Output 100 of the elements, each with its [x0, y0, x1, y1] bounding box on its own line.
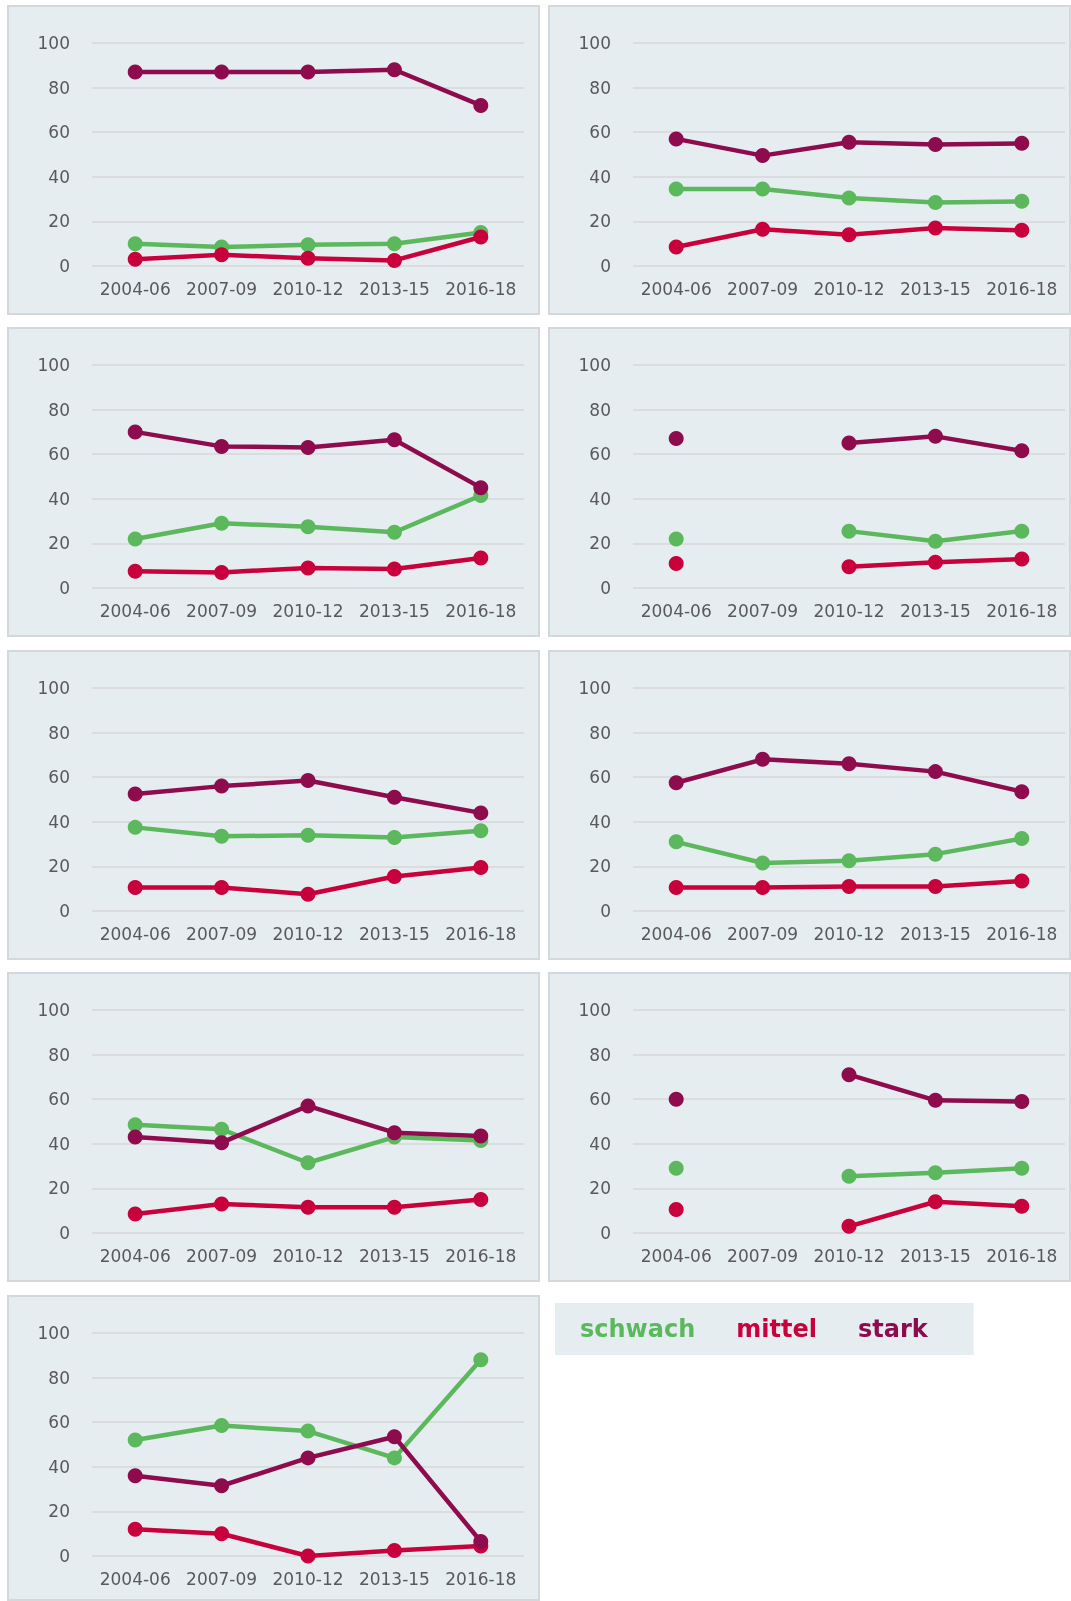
- point: [1014, 551, 1030, 567]
- point: [386, 62, 402, 78]
- point: [841, 523, 857, 539]
- point: [755, 148, 771, 164]
- x-tick-label: 2010-12: [813, 1245, 885, 1266]
- point: [386, 1450, 402, 1466]
- point: [927, 878, 943, 894]
- y-tick-label: 20: [48, 1501, 70, 1522]
- x-tick-label: 2010-12: [272, 278, 344, 299]
- x-tick-label: 2013-15: [358, 600, 430, 621]
- y-tick-label: 40: [48, 811, 70, 832]
- x-tick-label: 2004-06: [640, 278, 712, 299]
- x-tick-label: 2013-15: [358, 923, 430, 944]
- point: [127, 880, 143, 896]
- point: [386, 1429, 402, 1445]
- y-tick-label: 0: [600, 256, 611, 276]
- point: [668, 775, 684, 791]
- point: [927, 428, 943, 444]
- y-tick-label: 80: [48, 1044, 70, 1065]
- x-tick-label: 2016-18: [986, 600, 1058, 621]
- point: [127, 563, 143, 579]
- y-tick-label: 20: [589, 211, 611, 232]
- y-tick-label: 60: [589, 767, 611, 788]
- y-tick-label: 100: [578, 678, 611, 698]
- point: [386, 432, 402, 448]
- y-tick-label: 20: [589, 533, 611, 554]
- x-tick-label: 2004-06: [640, 923, 712, 944]
- y-tick-label: 0: [59, 256, 70, 276]
- point: [214, 564, 230, 580]
- point: [668, 555, 684, 571]
- point: [755, 855, 771, 871]
- point: [841, 559, 857, 575]
- point: [1014, 443, 1030, 459]
- x-tick-label: 2016-18: [986, 1245, 1058, 1266]
- y-tick-label: 60: [589, 122, 611, 143]
- point: [668, 431, 684, 447]
- y-tick-label: 80: [48, 722, 70, 743]
- x-tick-label: 2004-06: [99, 923, 171, 944]
- point: [1014, 831, 1030, 847]
- point: [300, 886, 316, 902]
- point: [300, 560, 316, 576]
- y-tick-label: 40: [48, 488, 70, 509]
- point: [473, 860, 489, 876]
- point: [841, 435, 857, 451]
- y-tick-label: 40: [48, 1133, 70, 1154]
- x-tick-label: 2007-09: [186, 1568, 258, 1589]
- point: [300, 1548, 316, 1564]
- point: [841, 1218, 857, 1234]
- x-tick-label: 2013-15: [358, 1568, 430, 1589]
- y-tick-label: 80: [589, 1044, 611, 1065]
- point: [1014, 193, 1030, 209]
- y-tick-label: 0: [59, 1223, 70, 1243]
- y-tick-label: 60: [48, 444, 70, 465]
- x-tick-label: 2004-06: [640, 600, 712, 621]
- y-tick-label: 100: [37, 678, 70, 698]
- point: [214, 778, 230, 794]
- point: [127, 786, 143, 802]
- x-tick-label: 2016-18: [445, 1245, 517, 1266]
- point: [214, 1526, 230, 1542]
- point: [214, 880, 230, 896]
- point: [668, 880, 684, 896]
- point: [1014, 1093, 1030, 1109]
- y-tick-label: 60: [589, 1089, 611, 1110]
- x-tick-label: 2013-15: [899, 600, 971, 621]
- point: [214, 1478, 230, 1494]
- point: [214, 438, 230, 454]
- y-tick-label: 0: [59, 1546, 70, 1566]
- point: [841, 227, 857, 243]
- point: [300, 1450, 316, 1466]
- point: [668, 1202, 684, 1218]
- y-tick-label: 40: [589, 811, 611, 832]
- point: [127, 1206, 143, 1222]
- point: [473, 97, 489, 113]
- x-tick-label: 2010-12: [272, 1568, 344, 1589]
- y-tick-label: 0: [59, 578, 70, 598]
- x-tick-label: 2004-06: [640, 1245, 712, 1266]
- y-tick-label: 0: [59, 901, 70, 921]
- point: [927, 554, 943, 570]
- point: [755, 221, 771, 237]
- point: [127, 1468, 143, 1484]
- text: schwach: [580, 1315, 696, 1343]
- text: mittel: [736, 1315, 817, 1343]
- x-tick-label: 2016-18: [445, 923, 517, 944]
- point: [841, 134, 857, 150]
- x-tick-label: 2007-09: [727, 278, 799, 299]
- point: [1014, 523, 1030, 539]
- point: [841, 1168, 857, 1184]
- x-tick-label: 2016-18: [986, 278, 1058, 299]
- point: [927, 764, 943, 780]
- point: [127, 1521, 143, 1537]
- y-tick-label: 100: [37, 1000, 70, 1020]
- y-tick-label: 60: [589, 444, 611, 465]
- point: [473, 805, 489, 821]
- point: [300, 1098, 316, 1114]
- y-tick-label: 60: [48, 1089, 70, 1110]
- y-tick-label: 80: [589, 77, 611, 98]
- point: [473, 229, 489, 245]
- y-tick-label: 80: [589, 722, 611, 743]
- point: [300, 440, 316, 456]
- x-tick-label: 2013-15: [899, 923, 971, 944]
